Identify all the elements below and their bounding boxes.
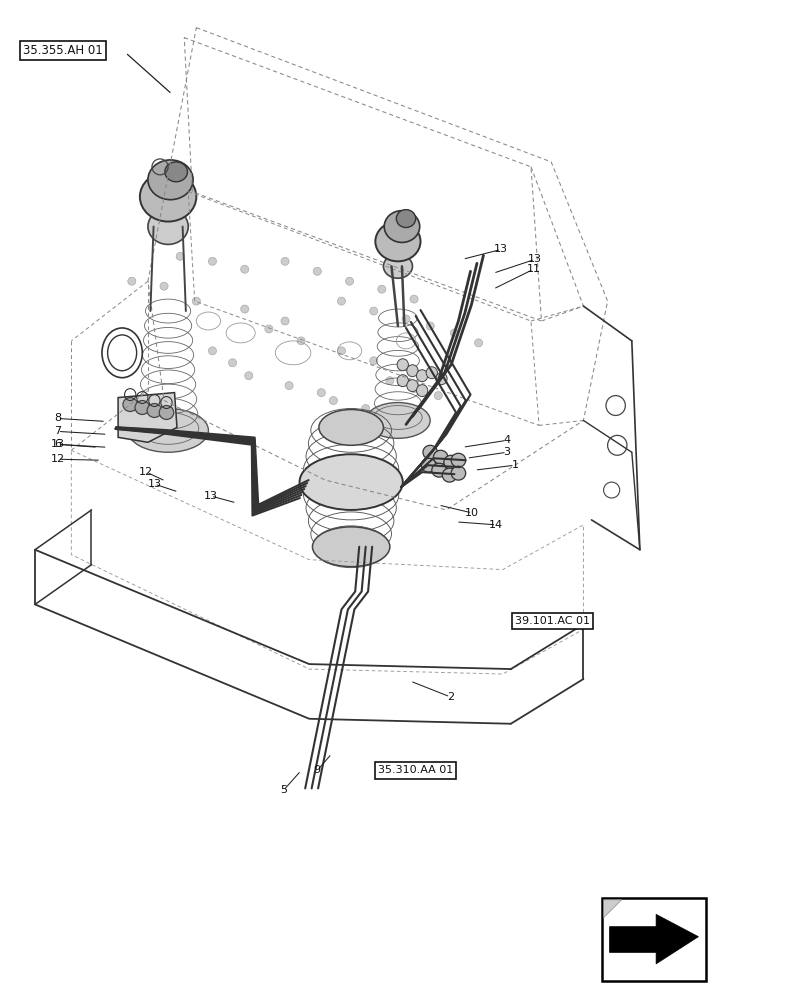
Text: 1: 1 (511, 460, 517, 470)
Ellipse shape (297, 337, 305, 345)
Ellipse shape (127, 409, 208, 452)
Ellipse shape (433, 450, 448, 464)
Ellipse shape (264, 325, 272, 333)
Ellipse shape (365, 403, 430, 438)
FancyBboxPatch shape (601, 898, 705, 981)
Ellipse shape (436, 373, 447, 385)
Text: 13: 13 (204, 491, 217, 501)
Ellipse shape (244, 372, 252, 380)
Ellipse shape (192, 297, 200, 305)
Polygon shape (603, 900, 621, 918)
Ellipse shape (208, 257, 217, 265)
Ellipse shape (165, 162, 187, 182)
Ellipse shape (431, 463, 446, 477)
Text: 10: 10 (465, 508, 478, 518)
Ellipse shape (122, 398, 137, 411)
Ellipse shape (317, 389, 325, 397)
Text: 9: 9 (313, 765, 320, 775)
Ellipse shape (176, 252, 184, 260)
Ellipse shape (147, 404, 161, 417)
Ellipse shape (313, 267, 321, 275)
Text: 8: 8 (54, 413, 61, 423)
Text: 13: 13 (148, 479, 161, 489)
Ellipse shape (434, 392, 442, 400)
Ellipse shape (385, 377, 393, 385)
Ellipse shape (375, 222, 420, 261)
Ellipse shape (148, 209, 188, 244)
Ellipse shape (312, 527, 389, 567)
Ellipse shape (299, 454, 402, 510)
Ellipse shape (135, 401, 149, 414)
Text: 12: 12 (50, 454, 65, 464)
Ellipse shape (421, 458, 436, 472)
Ellipse shape (474, 339, 482, 347)
Ellipse shape (229, 359, 236, 367)
Text: 4: 4 (503, 435, 510, 445)
Text: 35.355.AH 01: 35.355.AH 01 (23, 44, 102, 57)
Ellipse shape (319, 410, 383, 445)
Ellipse shape (337, 297, 345, 305)
Ellipse shape (397, 359, 408, 371)
Ellipse shape (396, 210, 415, 228)
Polygon shape (609, 914, 697, 964)
Ellipse shape (337, 347, 345, 355)
Ellipse shape (410, 385, 418, 393)
Ellipse shape (361, 405, 369, 412)
Ellipse shape (450, 329, 458, 337)
Ellipse shape (139, 172, 196, 222)
Ellipse shape (451, 466, 465, 480)
Ellipse shape (345, 277, 353, 285)
Text: 13: 13 (494, 244, 508, 254)
Ellipse shape (369, 307, 377, 315)
Ellipse shape (369, 357, 377, 365)
Ellipse shape (401, 315, 410, 323)
Ellipse shape (127, 277, 135, 285)
Polygon shape (118, 393, 177, 442)
Text: 6: 6 (54, 439, 61, 449)
Ellipse shape (285, 382, 293, 390)
Ellipse shape (377, 285, 385, 293)
Text: 35.310.AA 01: 35.310.AA 01 (377, 765, 453, 775)
Text: 12: 12 (139, 467, 153, 477)
Text: 13: 13 (50, 439, 65, 449)
Ellipse shape (281, 257, 289, 265)
Text: 13: 13 (527, 254, 542, 264)
Ellipse shape (416, 370, 427, 382)
Ellipse shape (329, 397, 337, 405)
Ellipse shape (410, 295, 418, 303)
Ellipse shape (426, 322, 434, 330)
Ellipse shape (281, 317, 289, 325)
Ellipse shape (384, 211, 419, 242)
Ellipse shape (416, 385, 427, 397)
Text: 3: 3 (503, 447, 509, 457)
Ellipse shape (383, 254, 412, 278)
Ellipse shape (148, 160, 193, 200)
Ellipse shape (240, 305, 248, 313)
Ellipse shape (444, 455, 458, 469)
Text: 39.101.AC 01: 39.101.AC 01 (514, 616, 589, 626)
Text: 14: 14 (489, 520, 503, 530)
Text: 2: 2 (446, 692, 453, 702)
Text: 5: 5 (280, 785, 286, 795)
Ellipse shape (240, 265, 248, 273)
Text: 11: 11 (526, 264, 540, 274)
Ellipse shape (442, 468, 457, 482)
Ellipse shape (451, 453, 465, 467)
Ellipse shape (208, 347, 217, 355)
Ellipse shape (406, 365, 418, 377)
Ellipse shape (159, 406, 174, 419)
Ellipse shape (160, 282, 168, 290)
Ellipse shape (397, 375, 408, 387)
Ellipse shape (406, 380, 418, 392)
Ellipse shape (426, 367, 437, 379)
Text: 7: 7 (54, 426, 61, 436)
Ellipse shape (423, 445, 437, 459)
